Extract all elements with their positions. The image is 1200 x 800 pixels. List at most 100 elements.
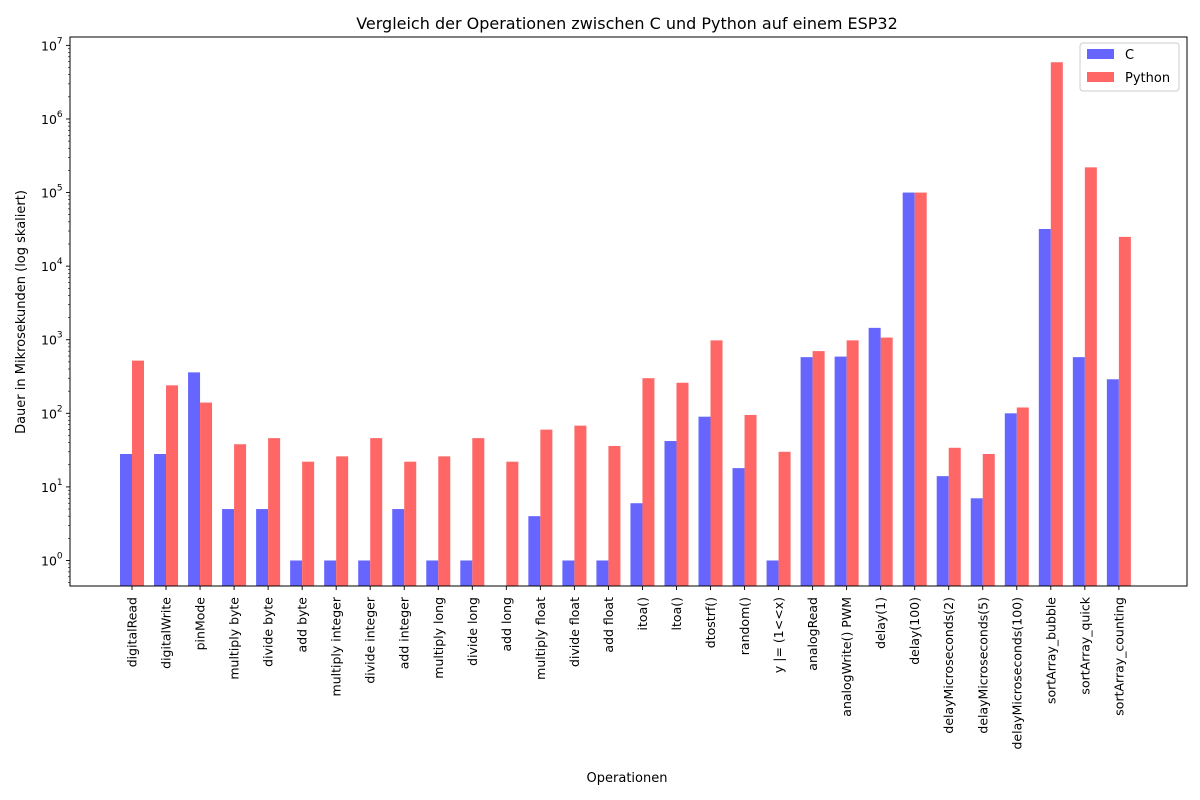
bar-c — [1072, 357, 1085, 586]
x-tick-label: divide integer — [363, 596, 378, 683]
bar-python — [1050, 62, 1063, 587]
bar-python — [710, 340, 723, 586]
bar-c — [188, 372, 201, 586]
x-tick-label: analogRead — [805, 597, 820, 671]
x-tick-label: add byte — [295, 597, 310, 653]
x-tick-label: y |= (1<<x) — [771, 597, 786, 673]
bar-python — [1084, 167, 1097, 586]
bar-python — [744, 414, 757, 586]
x-axis: digitalRead digitalWrite pinMode multiply b… — [125, 586, 1126, 750]
x-tick-label: sortArray_quick — [1077, 596, 1092, 694]
bar-c — [630, 503, 643, 586]
bar-python — [676, 382, 689, 586]
x-tick-label: delay(100) — [907, 597, 922, 665]
bar-python — [778, 451, 791, 586]
x-tick-label: random() — [737, 597, 752, 655]
legend-swatch-python — [1087, 72, 1114, 82]
x-tick-label: dtostrf() — [703, 597, 718, 648]
bar-c — [426, 560, 439, 586]
bar-python — [506, 461, 519, 586]
bar-python — [608, 445, 621, 586]
bar-python — [914, 192, 927, 587]
y-tick-label: 106 — [41, 110, 63, 127]
legend-swatch-c — [1087, 49, 1114, 59]
x-tick-label: sortArray_counting — [1111, 597, 1126, 716]
bar-c — [834, 356, 847, 586]
bar-python — [880, 337, 893, 586]
bar-c — [460, 560, 473, 586]
bar-c — [324, 560, 337, 586]
x-tick-label: multiply float — [533, 597, 548, 680]
bar-c — [936, 476, 949, 586]
x-tick-label: add float — [601, 597, 616, 653]
bar-c — [392, 509, 405, 586]
x-axis-title: Operationen — [587, 771, 668, 786]
bar-c — [528, 516, 541, 586]
plot-frame — [69, 36, 1188, 587]
bar-python — [472, 438, 485, 586]
bar-c — [222, 509, 235, 586]
bar-python — [642, 378, 655, 586]
legend: C Python — [1079, 42, 1180, 92]
y-tick-label: 104 — [41, 257, 63, 274]
bar-python — [370, 438, 383, 586]
x-tick-label: pinMode — [193, 597, 208, 651]
bar-python — [1118, 236, 1131, 586]
bar-python — [200, 402, 213, 586]
bar-c — [970, 498, 983, 586]
legend-label-python: Python — [1125, 71, 1170, 86]
bar-c — [256, 509, 269, 586]
x-tick-label: digitalRead — [125, 597, 140, 667]
bar-python — [336, 456, 349, 586]
y-tick-label: 102 — [41, 404, 63, 421]
legend-label-c: C — [1125, 48, 1134, 63]
bar-python — [166, 385, 179, 586]
x-tick-label: add integer — [397, 596, 412, 669]
y-tick-label: 100 — [41, 551, 63, 568]
bar-python — [574, 425, 587, 586]
bar-c — [154, 453, 167, 586]
bar-c — [596, 560, 609, 586]
bar-c — [290, 560, 303, 586]
y-tick-label: 101 — [41, 478, 63, 495]
x-tick-label: divide long — [465, 597, 480, 666]
x-tick-label: sortArray_bubble — [1043, 597, 1058, 704]
x-tick-label: delay(1) — [873, 597, 888, 649]
bar-c — [902, 192, 915, 587]
bar-c — [1004, 413, 1017, 586]
x-tick-label: delayMicroseconds(5) — [975, 597, 990, 734]
bar-c — [732, 468, 745, 586]
y-tick-label: 107 — [41, 36, 63, 53]
x-tick-label: divide float — [567, 597, 582, 667]
x-tick-label: multiply byte — [227, 597, 242, 680]
y-axis-title: Dauer in Mikrosekunden (log skaliert) — [14, 190, 29, 434]
x-tick-label: itoa() — [635, 597, 650, 630]
bar-c — [1038, 228, 1051, 586]
bar-python — [132, 360, 144, 586]
y-tick-label: 105 — [41, 184, 63, 201]
x-tick-label: multiply integer — [329, 596, 344, 696]
bar-python — [438, 456, 451, 586]
y-axis: 100 101 102 103 104 105 106 107 — [41, 36, 70, 583]
bar-c — [1106, 379, 1119, 586]
bar-python — [812, 351, 825, 586]
bar-c — [868, 327, 881, 586]
bar-python — [268, 438, 281, 586]
bar-c — [800, 357, 813, 586]
x-tick-label: add long — [499, 597, 514, 651]
bar-python — [982, 453, 995, 586]
x-tick-label: digitalWrite — [159, 597, 174, 669]
bar-python — [948, 447, 961, 586]
x-tick-label: delayMicroseconds(100) — [1009, 597, 1024, 750]
x-tick-label: ltoa() — [669, 597, 684, 630]
chart-title: Vergleich der Operationen zwischen C und… — [356, 14, 898, 33]
bar-c — [358, 560, 371, 586]
bar-c — [562, 560, 575, 586]
bar-c — [766, 560, 779, 586]
bar-c — [120, 453, 132, 586]
bar-python — [1016, 407, 1029, 586]
x-tick-label: analogWrite() PWM — [839, 597, 854, 717]
bar-c — [698, 416, 711, 586]
y-tick-label: 103 — [41, 331, 63, 348]
